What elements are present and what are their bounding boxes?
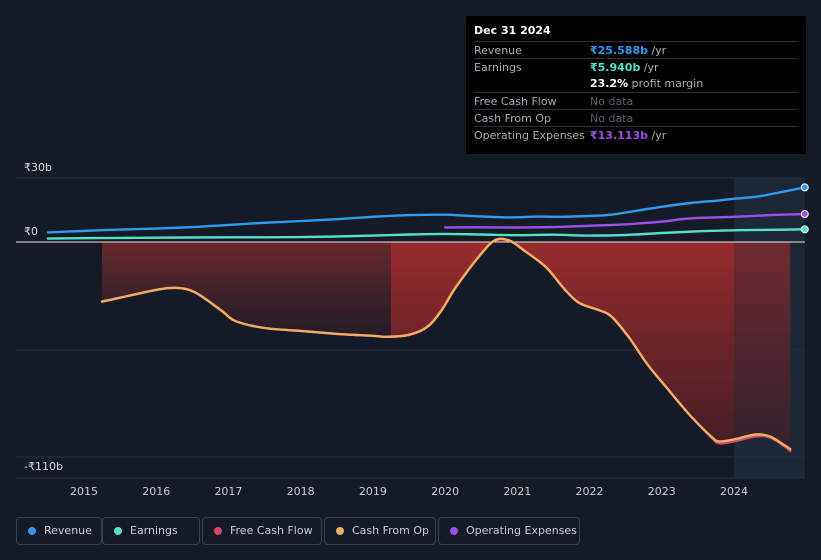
series-end-marker-earnings (800, 225, 809, 234)
cashflow-fill-forecast (733, 242, 791, 452)
series-end-marker-operating-expenses (800, 210, 809, 219)
tooltip-row-revenue: Revenue ₹25.588b /yr (474, 41, 798, 59)
y-axis-label-zero: ₹0 (24, 225, 38, 238)
legend-item-operating-expenses[interactable]: Operating Expenses (438, 517, 580, 545)
legend-label-operating-expenses: Operating Expenses (466, 524, 577, 537)
tooltip-value-opex-wrap: ₹13.113b /yr (590, 129, 666, 142)
legend-item-free-cash-flow[interactable]: Free Cash Flow (202, 517, 322, 545)
tooltip-value-opex: ₹13.113b (590, 129, 648, 142)
tooltip-value-fcf: No data (590, 95, 634, 108)
tooltip-value-cfo: No data (590, 112, 634, 125)
tooltip-row-opex: Operating Expenses ₹13.113b /yr (474, 126, 798, 144)
legend-item-revenue[interactable]: Revenue (16, 517, 102, 545)
tooltip-value-earnings: ₹5.940b (590, 61, 641, 74)
x-tick-label-2024: 2024 (720, 485, 748, 498)
x-tick-label-2018: 2018 (287, 485, 315, 498)
series-line-cash-from-op (100, 237, 792, 451)
x-tick-label-2015: 2015 (70, 485, 98, 498)
tooltip-row-earnings: Earnings ₹5.940b /yr (474, 58, 798, 76)
legend-dot-free-cash-flow (214, 527, 222, 535)
series-line-revenue (46, 186, 806, 234)
series-line-operating-expenses (443, 212, 806, 229)
tooltip-unit-opex: /yr (647, 129, 667, 142)
legend-dot-earnings (114, 527, 122, 535)
cashflow-fill-dark (102, 242, 391, 337)
tooltip-value-earnings-wrap: ₹5.940b /yr (590, 61, 659, 74)
tooltip-unit-earnings: /yr (640, 61, 659, 74)
x-tick-label-2019: 2019 (359, 485, 387, 498)
x-tick-label-2017: 2017 (214, 485, 242, 498)
legend-dot-revenue (28, 527, 36, 535)
tooltip-row-fcf: Free Cash Flow No data (474, 92, 798, 110)
tooltip-date: Dec 31 2024 (474, 24, 551, 37)
legend-label-revenue: Revenue (44, 524, 92, 537)
legend-label-cash-from-op: Cash From Op (352, 524, 430, 537)
legend-label-free-cash-flow: Free Cash Flow (230, 524, 313, 537)
series-end-marker-revenue (800, 183, 809, 192)
x-tick-label-2023: 2023 (648, 485, 676, 498)
legend-item-cash-from-op[interactable]: Cash From Op (324, 517, 436, 545)
tooltip-row-cfo: Cash From Op No data (474, 109, 798, 127)
tooltip-unit-revenue: /yr (647, 44, 667, 57)
series-line-earnings (46, 228, 806, 240)
tooltip-value-revenue: ₹25.588b (590, 44, 648, 57)
x-tick-label-2021: 2021 (503, 485, 531, 498)
legend-dot-operating-expenses (450, 527, 458, 535)
y-axis-label-bottom: -₹110b (24, 460, 63, 473)
tooltip-label-cfo: Cash From Op (474, 112, 552, 125)
legend-dot-cash-from-op (336, 527, 344, 535)
tooltip-label-fcf: Free Cash Flow (474, 95, 557, 108)
tooltip-value-revenue-wrap: ₹25.588b /yr (590, 44, 666, 57)
tooltip-label-opex: Operating Expenses (474, 129, 585, 142)
tooltip-unit-margin: profit margin (628, 77, 704, 90)
y-axis-label-top: ₹30b (24, 161, 52, 174)
cashflow-fill-bright (390, 239, 734, 444)
x-tick-label-2016: 2016 (142, 485, 170, 498)
legend-label-earnings: Earnings (130, 524, 178, 537)
tooltip-label-revenue: Revenue (474, 44, 522, 57)
tooltip-label-earnings: Earnings (474, 61, 522, 74)
tooltip-value-margin: 23.2% (590, 77, 629, 90)
tooltip-value-margin-wrap: 23.2% profit margin (590, 77, 703, 90)
x-tick-label-2020: 2020 (431, 485, 459, 498)
tooltip-row-margin: 23.2% profit margin (474, 75, 798, 92)
x-tick-label-2022: 2022 (576, 485, 604, 498)
legend-item-earnings[interactable]: Earnings (102, 517, 200, 545)
tooltip-panel: Dec 31 2024 Revenue ₹25.588b /yr Earning… (466, 16, 806, 154)
